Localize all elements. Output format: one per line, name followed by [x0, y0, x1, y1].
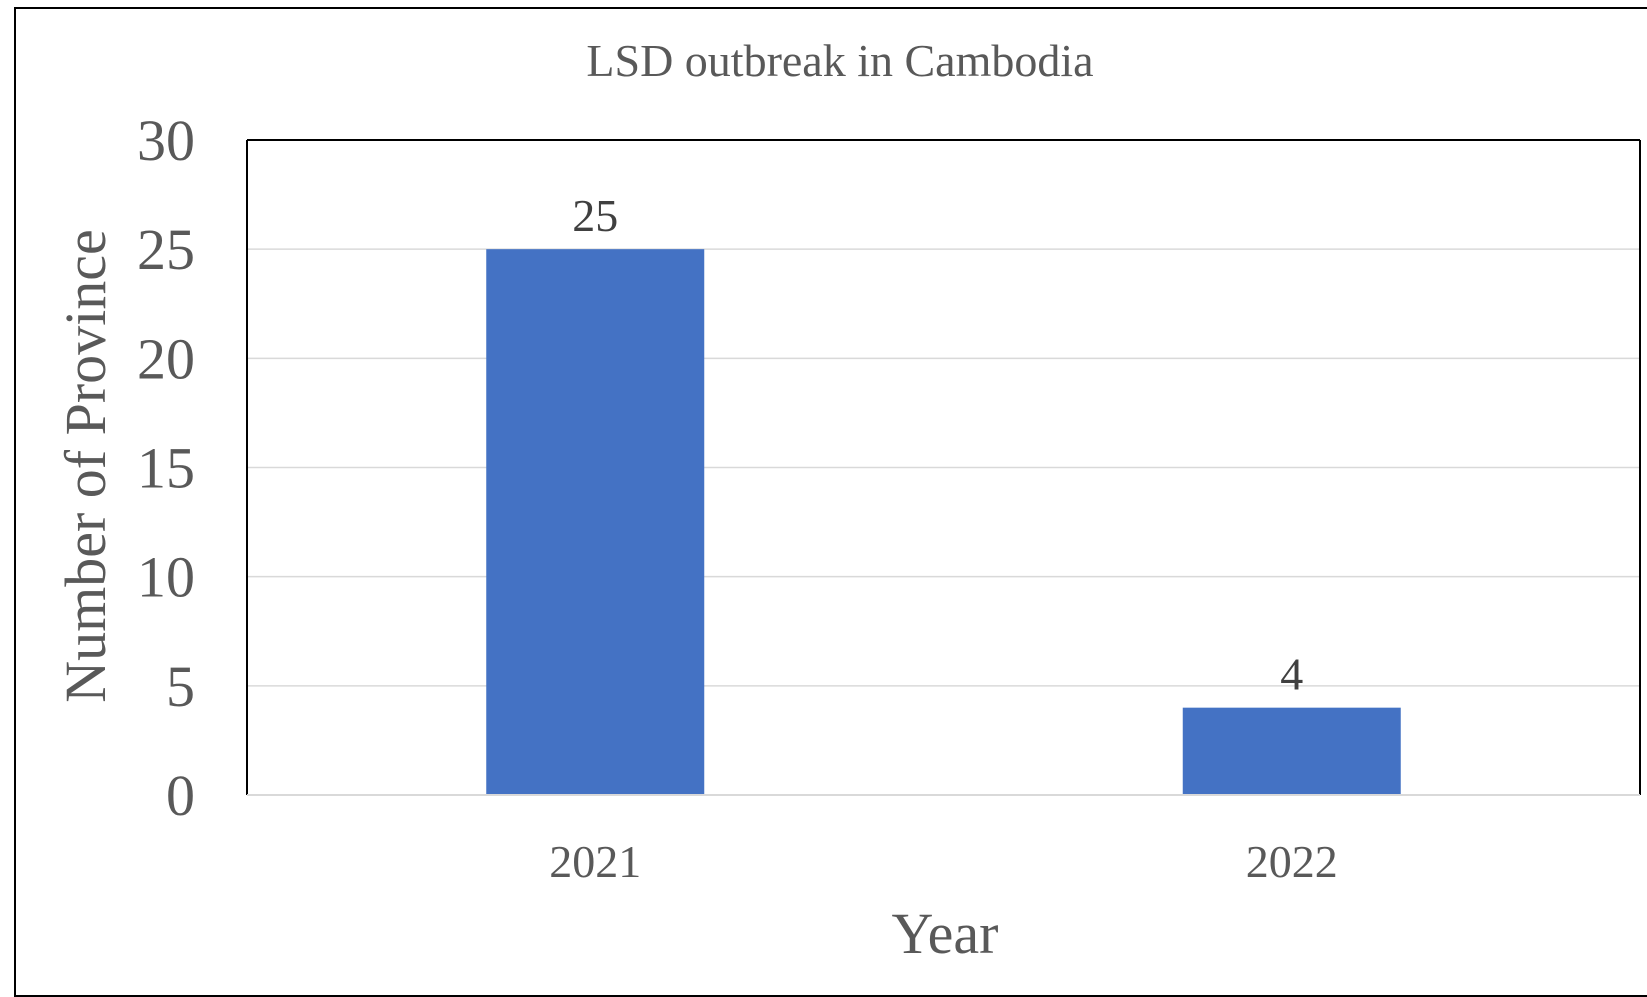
y-axis-label: Number of Province [53, 229, 118, 703]
y-tick-label: 25 [137, 217, 195, 282]
chart-frame [14, 7, 1647, 997]
y-tick-label: 0 [166, 763, 195, 828]
y-tick-labels: 0 5 10 15 20 25 30 [137, 108, 195, 828]
x-tick-labels: 2021 2022 [549, 836, 1338, 887]
bar-2022 [1182, 707, 1401, 795]
y-tick-label: 30 [137, 108, 195, 173]
x-axis-label: Year [892, 901, 999, 966]
data-labels: 25 4 [572, 190, 1303, 700]
y-tick-label: 5 [166, 654, 195, 719]
y-tick-label: 10 [137, 545, 195, 610]
axes [246, 139, 1641, 796]
chart-title: LSD outbreak in Cambodia [586, 35, 1093, 86]
y-tick-label: 15 [137, 436, 195, 501]
data-label: 25 [572, 190, 618, 241]
x-tick-label: 2021 [549, 836, 641, 887]
x-tick-label: 2022 [1246, 836, 1338, 887]
gridlines [247, 248, 1640, 687]
data-label: 4 [1280, 649, 1303, 700]
bar-2021 [486, 249, 705, 795]
bars [486, 249, 1401, 795]
y-tick-label: 20 [137, 326, 195, 391]
